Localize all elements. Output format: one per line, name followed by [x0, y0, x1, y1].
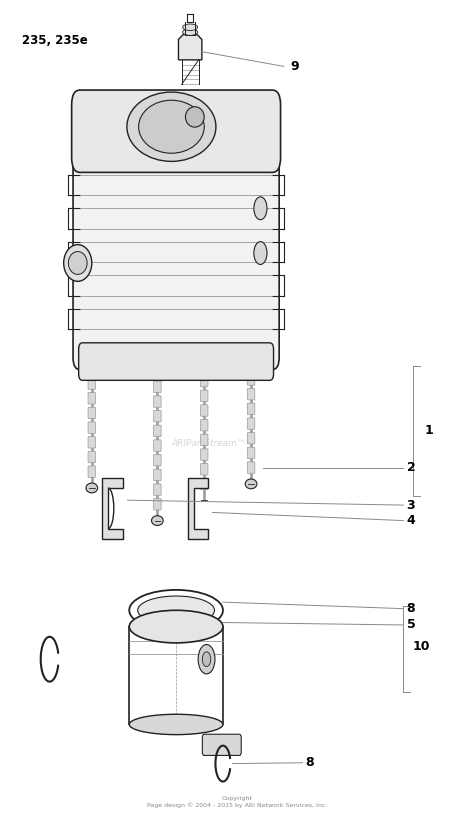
FancyBboxPatch shape — [154, 440, 161, 452]
Polygon shape — [102, 478, 123, 539]
FancyBboxPatch shape — [201, 449, 208, 461]
FancyBboxPatch shape — [247, 418, 255, 429]
FancyBboxPatch shape — [154, 410, 161, 422]
FancyBboxPatch shape — [154, 455, 161, 466]
FancyBboxPatch shape — [88, 466, 96, 477]
FancyBboxPatch shape — [201, 360, 208, 372]
FancyBboxPatch shape — [154, 425, 161, 437]
FancyBboxPatch shape — [201, 420, 208, 431]
Ellipse shape — [185, 107, 204, 127]
Ellipse shape — [129, 714, 223, 735]
FancyBboxPatch shape — [154, 498, 161, 510]
Ellipse shape — [129, 610, 223, 643]
FancyBboxPatch shape — [201, 434, 208, 446]
FancyBboxPatch shape — [88, 452, 96, 463]
Circle shape — [202, 652, 211, 667]
FancyBboxPatch shape — [79, 343, 273, 380]
FancyBboxPatch shape — [202, 734, 241, 755]
Circle shape — [254, 241, 267, 264]
Ellipse shape — [182, 29, 198, 35]
FancyBboxPatch shape — [88, 422, 96, 433]
Ellipse shape — [152, 516, 163, 525]
Text: 3: 3 — [407, 498, 415, 511]
FancyBboxPatch shape — [154, 396, 161, 407]
FancyBboxPatch shape — [201, 405, 208, 416]
Text: 4: 4 — [407, 514, 415, 527]
Text: 2: 2 — [407, 461, 415, 474]
FancyBboxPatch shape — [201, 464, 208, 475]
Circle shape — [198, 644, 215, 674]
Circle shape — [254, 197, 267, 220]
Text: 8: 8 — [305, 756, 313, 769]
FancyBboxPatch shape — [201, 478, 208, 489]
FancyBboxPatch shape — [88, 437, 96, 448]
Ellipse shape — [182, 24, 198, 30]
FancyBboxPatch shape — [201, 390, 208, 401]
Ellipse shape — [138, 100, 204, 154]
FancyBboxPatch shape — [201, 375, 208, 387]
Text: 1: 1 — [424, 424, 433, 438]
Ellipse shape — [86, 483, 98, 493]
Ellipse shape — [64, 245, 92, 282]
Ellipse shape — [137, 596, 215, 625]
Text: 235, 235e: 235, 235e — [21, 34, 87, 47]
Polygon shape — [178, 34, 202, 60]
FancyBboxPatch shape — [247, 462, 255, 473]
Text: Copyright
Page design © 2004 - 2015 by ARI Network Services, Inc.: Copyright Page design © 2004 - 2015 by A… — [147, 796, 327, 809]
FancyBboxPatch shape — [73, 105, 279, 369]
FancyBboxPatch shape — [88, 407, 96, 419]
FancyBboxPatch shape — [154, 381, 161, 392]
FancyBboxPatch shape — [88, 378, 96, 389]
FancyBboxPatch shape — [154, 366, 161, 378]
Ellipse shape — [127, 92, 216, 162]
Text: ARIPartStream™: ARIPartStream™ — [172, 438, 246, 447]
FancyBboxPatch shape — [154, 484, 161, 495]
Text: 10: 10 — [413, 640, 430, 654]
FancyBboxPatch shape — [247, 388, 255, 400]
FancyBboxPatch shape — [72, 90, 281, 172]
Text: 8: 8 — [407, 602, 415, 615]
FancyBboxPatch shape — [154, 470, 161, 480]
Ellipse shape — [68, 251, 87, 274]
Ellipse shape — [245, 479, 257, 488]
FancyBboxPatch shape — [88, 363, 96, 374]
Text: 5: 5 — [407, 618, 415, 631]
FancyBboxPatch shape — [247, 374, 255, 385]
Polygon shape — [188, 478, 208, 539]
FancyBboxPatch shape — [88, 392, 96, 404]
FancyBboxPatch shape — [247, 433, 255, 444]
Text: 9: 9 — [291, 60, 300, 73]
FancyBboxPatch shape — [247, 447, 255, 459]
FancyBboxPatch shape — [247, 403, 255, 415]
